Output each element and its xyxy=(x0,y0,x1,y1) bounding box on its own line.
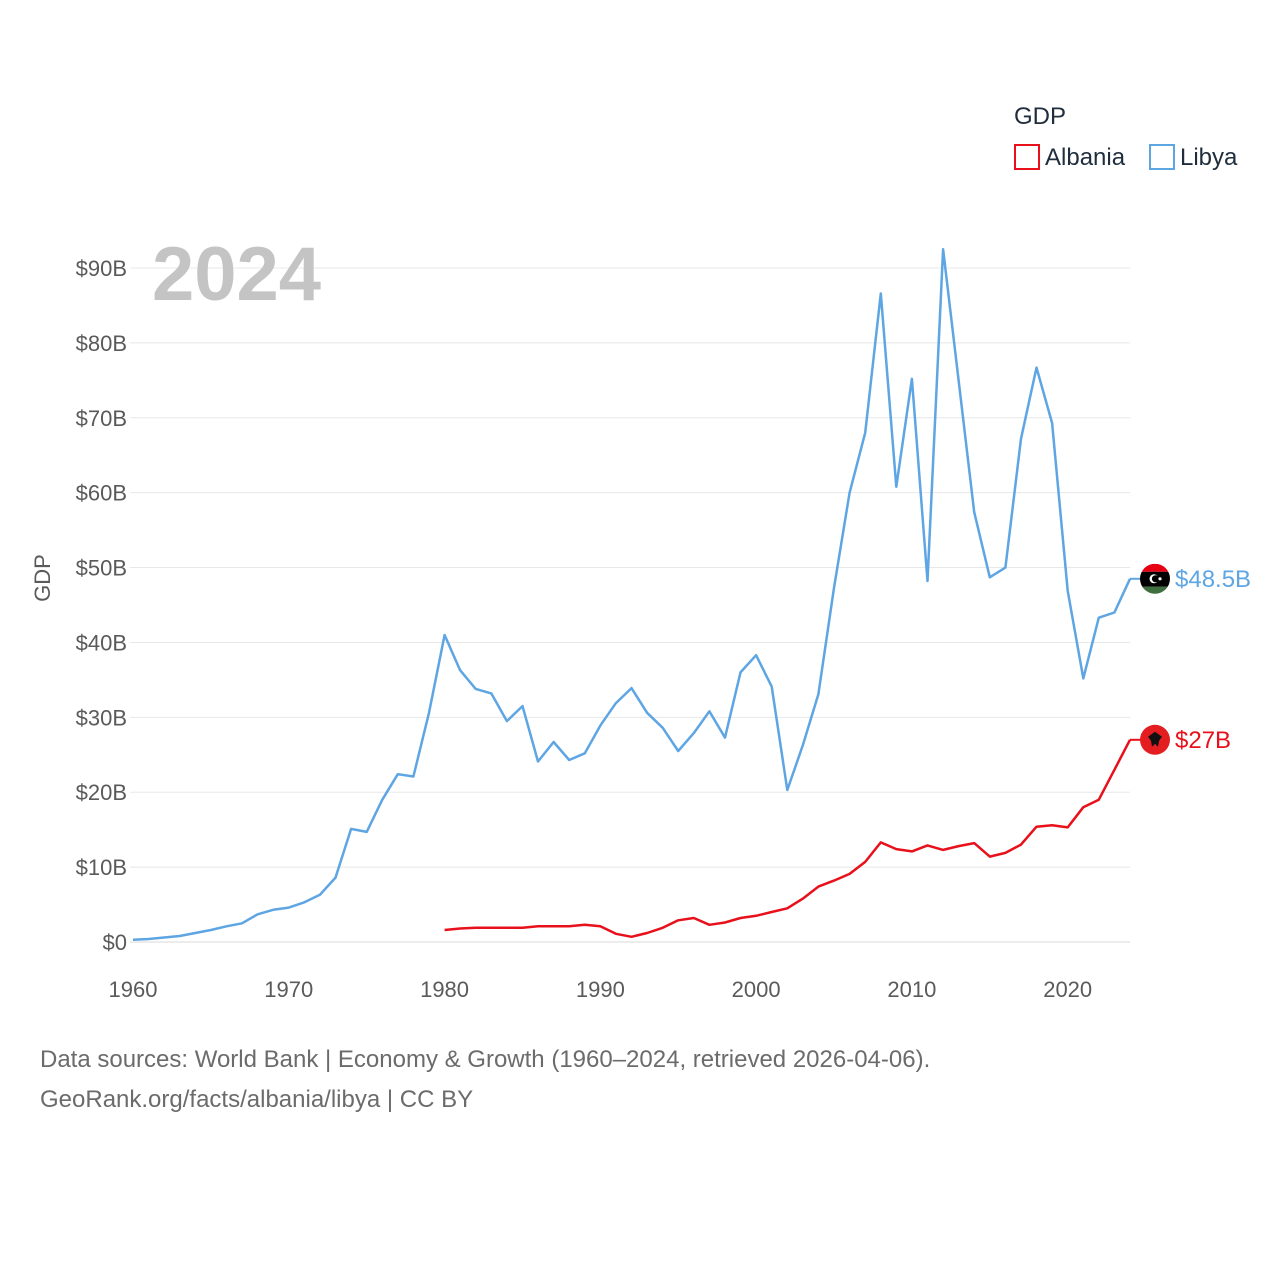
end-value-label-libya: $48.5B xyxy=(1175,566,1251,593)
gridlines xyxy=(130,267,1130,943)
data-source-note: Data sources: World Bank | Economy & Gro… xyxy=(40,1046,931,1073)
x-axis-ticks: 1960 1970 1980 1990 2000 2010 2020 xyxy=(109,977,1093,1002)
legend-title: GDP xyxy=(1014,103,1066,130)
x-tick-label: 2010 xyxy=(887,977,936,1002)
year-label: 2024 xyxy=(152,232,321,317)
libya-flag-icon xyxy=(1140,563,1170,594)
y-axis-ticks: $0 $10B $20B $30B $40B $50B $60B $70B $80B $90B xyxy=(76,256,127,955)
y-tick-label: $80B xyxy=(76,331,127,356)
x-tick-label: 1990 xyxy=(576,977,625,1002)
albania-flag-icon xyxy=(1140,724,1170,755)
legend-swatch-albania[interactable] xyxy=(1014,144,1040,170)
x-tick-label: 2000 xyxy=(732,977,781,1002)
footer: Data sources: World Bank | Economy & Gro… xyxy=(40,1040,930,1120)
y-tick-label: $0 xyxy=(103,930,127,955)
y-tick-label: $30B xyxy=(76,705,127,730)
x-tick-label: 1960 xyxy=(109,977,158,1002)
x-tick-label: 2020 xyxy=(1043,977,1092,1002)
y-axis-label: GDP xyxy=(30,554,55,602)
y-tick-label: $10B xyxy=(76,855,127,880)
legend: GDP Albania Libya xyxy=(1014,103,1238,171)
y-tick-label: $20B xyxy=(76,780,127,805)
legend-label-libya[interactable]: Libya xyxy=(1180,144,1238,171)
y-tick-label: $50B xyxy=(76,556,127,581)
legend-label-albania[interactable]: Albania xyxy=(1045,144,1126,171)
x-tick-label: 1970 xyxy=(264,977,313,1002)
series-endpoints: $27B $48.5B xyxy=(1130,563,1251,755)
x-tick-label: 1980 xyxy=(420,977,469,1002)
end-value-label-albania: $27B xyxy=(1175,727,1231,754)
series-line-libya[interactable] xyxy=(132,248,1132,942)
y-tick-label: $60B xyxy=(76,481,127,506)
y-tick-label: $40B xyxy=(76,630,127,655)
series-lines xyxy=(132,248,1132,942)
legend-swatch-libya[interactable] xyxy=(1149,144,1175,170)
y-tick-label: $90B xyxy=(76,256,127,281)
series-line-albania[interactable] xyxy=(444,739,1132,939)
source-link[interactable]: GeoRank.org/facts/albania/libya | CC BY xyxy=(40,1086,474,1113)
y-tick-label: $70B xyxy=(76,406,127,431)
